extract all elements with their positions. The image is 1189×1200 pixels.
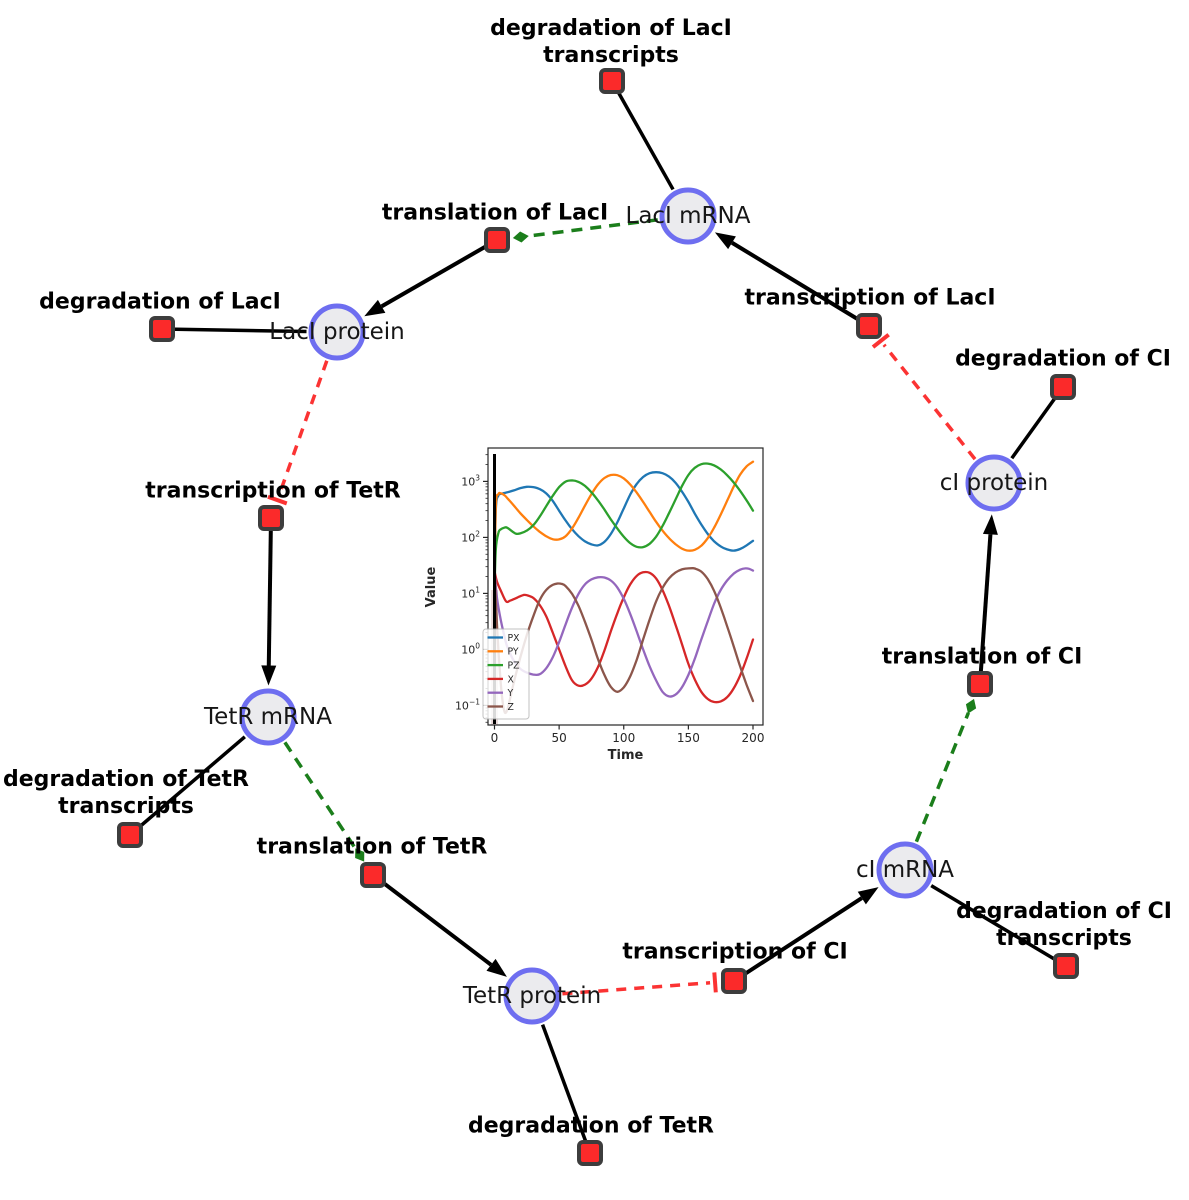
reaction-node-transcription-laci[interactable] — [856, 313, 882, 339]
reaction-node-deg-ci[interactable] — [1050, 374, 1076, 400]
edge-tetr-protein-to-deg-tetr — [540, 1024, 592, 1154]
chart-ylabel: Value — [424, 566, 439, 607]
edge-transcription-ci-to-ci-mrna — [732, 887, 879, 983]
edge-transcription-tetr-to-tetr-mrna — [261, 517, 277, 686]
species-node-laci-protein[interactable] — [308, 303, 366, 361]
edge-ci-mrna-to-deg-ci-transcripts — [930, 884, 1067, 968]
legend-label-X: X — [508, 674, 515, 685]
plot-frame — [487, 447, 764, 726]
series-line-PX — [493, 471, 755, 595]
x-tick-label: 50 — [551, 731, 566, 745]
species-node-tetr-mrna[interactable] — [239, 688, 297, 746]
species-node-laci-mrna[interactable] — [659, 187, 717, 245]
reaction-node-translation-ci[interactable] — [967, 671, 993, 697]
chart-xlabel: Time — [608, 748, 644, 763]
y-tick-label: 103 — [461, 473, 480, 488]
x-tick-label: 100 — [612, 731, 635, 745]
reaction-node-deg-tetr[interactable] — [577, 1140, 603, 1166]
edge-ci-mrna-to-translation-ci — [914, 698, 977, 843]
edge-translation-laci-to-laci-protein — [364, 238, 498, 317]
reaction-node-translation-tetr[interactable] — [360, 862, 386, 888]
edge-ci-protein-to-transcription-laci — [871, 333, 977, 461]
x-tick-label: 0 — [491, 731, 499, 745]
reaction-node-deg-laci-transcripts[interactable] — [599, 68, 625, 94]
reaction-node-deg-laci[interactable] — [149, 316, 175, 342]
series-line-Z — [493, 567, 755, 715]
edge-laci-mrna-to-deg-laci-transcripts — [610, 80, 675, 191]
edge-tetr-mrna-to-translation-tetr — [283, 741, 365, 862]
edge-tetr-mrna-to-deg-tetr-transcripts — [128, 735, 246, 837]
x-tick-label: 200 — [742, 731, 765, 745]
edge-laci-mrna-to-translation-laci — [512, 218, 658, 243]
legend-label-Z: Z — [508, 702, 514, 713]
legend-label-PY: PY — [508, 647, 519, 658]
y-tick-label: 10−1 — [455, 697, 480, 712]
series-line-X — [493, 569, 755, 704]
legend-label-PZ: PZ — [508, 661, 520, 672]
y-tick-label: 100 — [461, 641, 480, 656]
edge-transcription-laci-to-laci-mrna — [714, 232, 871, 328]
edge-translation-ci-to-ci-protein — [978, 514, 998, 685]
legend-label-PX: PX — [508, 633, 521, 644]
series-line-PZ — [493, 462, 755, 595]
species-node-ci-protein[interactable] — [965, 454, 1023, 512]
edge-tetr-protein-to-transcription-ci — [562, 972, 718, 996]
species-node-ci-mrna[interactable] — [876, 841, 934, 899]
series-line-PY — [493, 460, 755, 595]
reaction-node-transcription-tetr[interactable] — [258, 505, 284, 531]
species-node-tetr-protein[interactable] — [503, 967, 561, 1025]
y-tick-label: 101 — [461, 585, 480, 600]
reaction-node-deg-tetr-transcripts[interactable] — [117, 822, 143, 848]
legend-label-Y: Y — [507, 688, 514, 699]
series-line-Y — [493, 567, 755, 698]
oscillation-plot: 0 50 100 150 20010−1100101102103TimeValuePXP… — [424, 447, 765, 763]
x-tick-label: 150 — [677, 731, 700, 745]
reaction-node-transcription-ci[interactable] — [721, 968, 747, 994]
y-tick-label: 102 — [461, 529, 480, 544]
edge-laci-protein-to-transcription-tetr — [267, 360, 329, 506]
chart-legend: PX PY PZ XYZ — [482, 628, 530, 720]
edge-translation-tetr-to-tetr-protein — [371, 873, 507, 977]
reaction-node-deg-ci-transcripts[interactable] — [1053, 953, 1079, 979]
edge-laci-protein-to-deg-laci — [161, 327, 307, 334]
reaction-node-translation-laci[interactable] — [484, 227, 510, 253]
